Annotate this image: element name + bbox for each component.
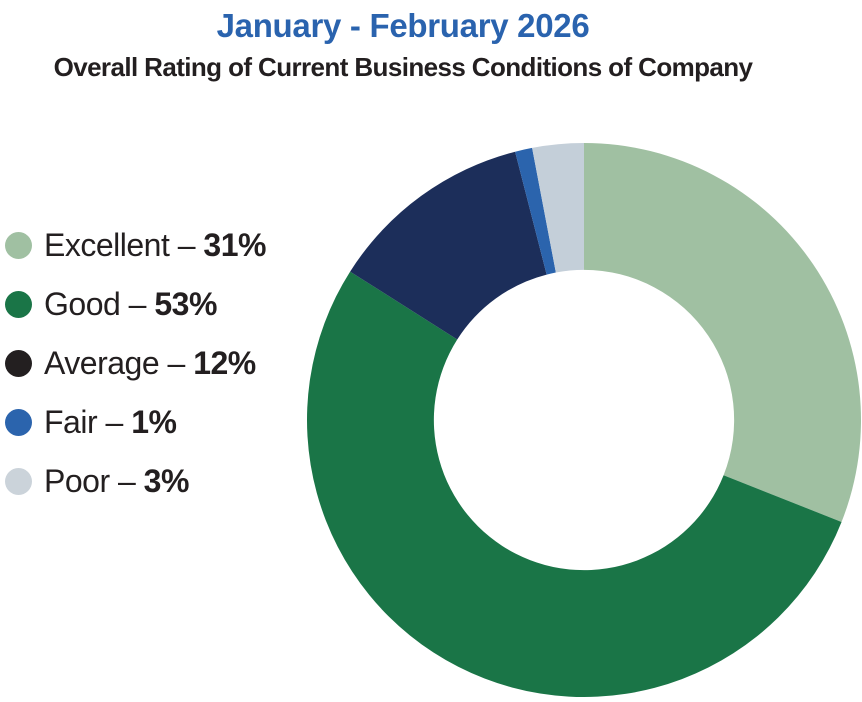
slice-poor <box>532 143 584 273</box>
slice-fair <box>515 147 556 275</box>
chart-title: January - February 2026 <box>216 7 590 44</box>
legend-item-good: Good – 53% <box>5 275 266 334</box>
slice-good <box>307 271 842 697</box>
legend-item-poor: Poor – 3% <box>5 452 266 511</box>
legend-swatch-icon <box>5 468 32 495</box>
legend-label-good: Good – 53% <box>44 286 217 322</box>
legend-value-good: 53% <box>154 286 217 322</box>
legend-label-average: Average – 12% <box>44 345 256 381</box>
legend-swatch-icon <box>5 232 32 259</box>
legend-label-fair: Fair – 1% <box>44 404 177 440</box>
legend-value-fair: 1% <box>131 404 177 440</box>
legend-label-poor: Poor – 3% <box>44 463 190 499</box>
legend-item-excellent: Excellent – 31% <box>5 216 266 275</box>
legend-item-fair: Fair – 1% <box>5 393 266 452</box>
chart-subtitle: Overall Rating of Current Business Condi… <box>53 52 753 83</box>
legend-value-poor: 3% <box>143 463 190 499</box>
legend-swatch-icon <box>5 350 32 377</box>
legend-value-excellent: 31% <box>203 227 266 263</box>
legend-value-average: 12% <box>193 345 256 381</box>
legend-item-average: Average – 12% <box>5 334 266 393</box>
header: January - February 2026 Overall Rating o… <box>0 0 806 82</box>
legend-label-excellent: Excellent – 31% <box>44 227 266 263</box>
legend: Excellent – 31% Good – 53% Average – 12% Fa… <box>5 216 266 511</box>
slice-average <box>350 151 547 340</box>
legend-swatch-icon <box>5 291 32 318</box>
legend-swatch-icon <box>5 409 32 436</box>
slice-excellent <box>584 143 862 522</box>
